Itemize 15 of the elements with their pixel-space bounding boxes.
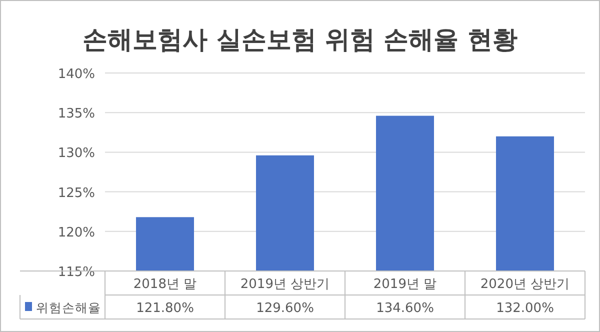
x-tick-label: 2019년 상반기 bbox=[240, 277, 330, 292]
data-label: 134.60% bbox=[376, 301, 434, 316]
data-label: 132.00% bbox=[496, 301, 554, 316]
y-tick-label: 130% bbox=[58, 146, 95, 162]
y-tick-label: 140% bbox=[58, 67, 95, 82]
y-tick-label: 125% bbox=[58, 186, 95, 201]
legend-label: 위험손해율 bbox=[36, 300, 101, 315]
data-label: 121.80% bbox=[136, 301, 194, 316]
chart-title: 손해보험사 실손보험 위험 손해율 현황 bbox=[82, 25, 518, 54]
x-tick-label: 2019년 말 bbox=[373, 277, 437, 292]
x-tick-label: 2020년 상반기 bbox=[480, 277, 570, 292]
data-label: 129.60% bbox=[256, 301, 314, 316]
x-tick-label: 2018년 말 bbox=[133, 277, 197, 292]
y-tick-label: 120% bbox=[58, 225, 95, 240]
y-tick-label: 135% bbox=[58, 106, 95, 122]
